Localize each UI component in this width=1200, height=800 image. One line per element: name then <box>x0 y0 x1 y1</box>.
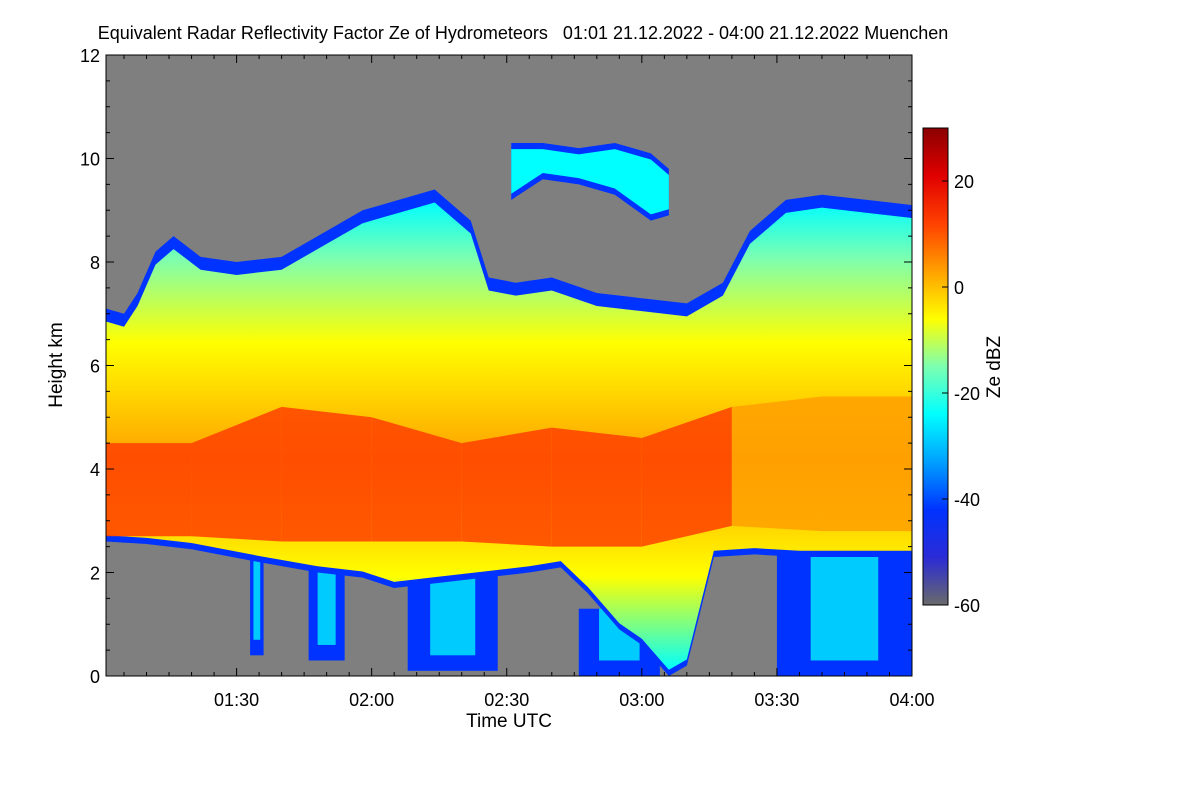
chart-title: Equivalent Radar Reflectivity Factor Ze … <box>98 23 949 43</box>
x-axis-label: Time UTC <box>466 711 552 732</box>
y-axis-label: Height km <box>46 322 67 408</box>
colorbar-tick-label-3: 0 <box>954 278 964 298</box>
colorbar: -60 -40 -20 0 20 Ze dBZ <box>923 128 1005 616</box>
core-segment-4 <box>462 428 552 547</box>
colorbar-tick-label-1: -40 <box>954 490 980 510</box>
core-segment-5 <box>552 428 642 547</box>
x-tick-label-3: 03:00 <box>619 690 664 710</box>
core-segment-2 <box>282 407 372 542</box>
colorbar-label: Ze dBZ <box>984 335 1005 398</box>
y-tick-label-0: 0 <box>90 667 100 687</box>
plot-area <box>106 55 912 676</box>
core-segment-8 <box>822 397 912 532</box>
x-tick-label-4: 03:30 <box>754 690 799 710</box>
colorbar-tick-label-2: -20 <box>954 384 980 404</box>
x-tick-label-2: 02:30 <box>484 690 529 710</box>
y-tick-label-4: 8 <box>90 253 100 273</box>
x-tick-label-5: 04:00 <box>889 690 934 710</box>
y-tick-label-5: 10 <box>80 150 100 170</box>
colorbar-tick-label-0: -60 <box>954 596 980 616</box>
y-tick-label-2: 4 <box>90 460 100 480</box>
colorbar-gradient <box>923 128 948 605</box>
x-tick-label-0: 01:30 <box>214 690 259 710</box>
y-tick-label-6: 12 <box>80 46 100 66</box>
colorbar-tick-label-4: 20 <box>954 172 974 192</box>
y-tick-label-3: 6 <box>90 357 100 377</box>
x-tick-label-1: 02:00 <box>349 690 394 710</box>
y-tick-label-1: 2 <box>90 564 100 584</box>
core-segment-0 <box>106 443 192 536</box>
core-segment-7 <box>732 397 822 532</box>
